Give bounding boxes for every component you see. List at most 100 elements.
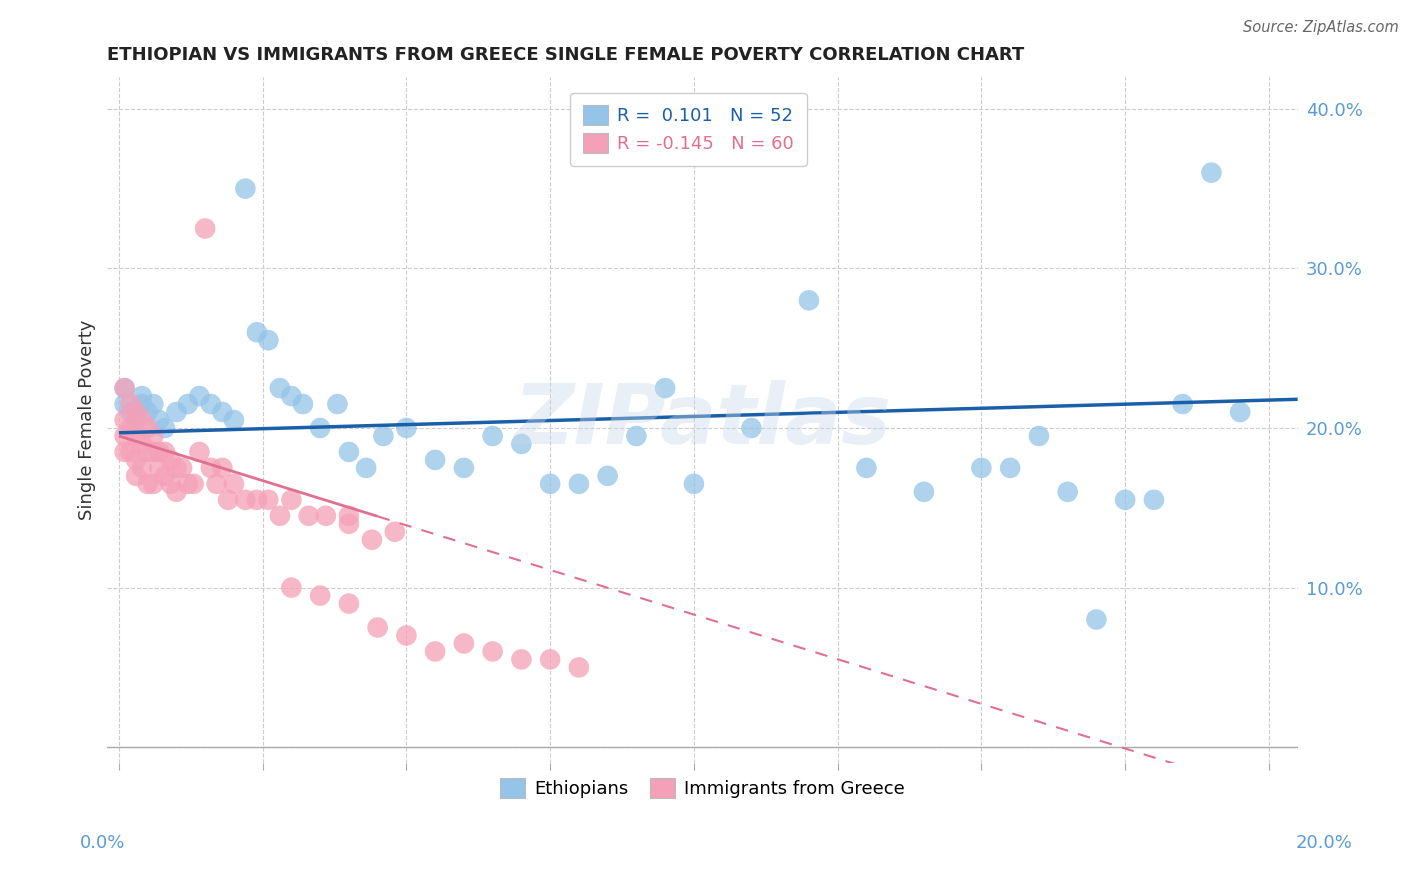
Point [1143,492,1166,507]
Point [222,413,245,427]
Point [568,660,591,674]
Point [912,484,935,499]
Point [269,381,291,395]
Point [153,445,176,459]
Point [136,405,159,419]
Point [114,397,136,411]
Point [280,581,302,595]
Point [142,397,165,411]
Point [337,445,360,459]
Point [538,476,561,491]
Point [337,516,360,531]
Point [970,461,993,475]
Point [596,468,619,483]
Point [337,508,360,523]
Point [136,476,159,491]
Point [120,397,142,411]
Point [148,461,170,475]
Point [120,421,142,435]
Point [217,492,239,507]
Point [1201,166,1223,180]
Point [855,461,877,475]
Point [205,476,228,491]
Point [142,476,165,491]
Point [453,636,475,650]
Point [373,429,395,443]
Point [257,492,280,507]
Point [280,492,302,507]
Point [165,461,187,475]
Point [423,644,446,658]
Point [125,405,148,419]
Point [246,325,269,339]
Point [222,476,245,491]
Point [1085,613,1108,627]
Point [626,429,648,443]
Point [114,429,136,443]
Point [235,181,257,195]
Point [654,381,676,395]
Point [114,445,136,459]
Point [177,397,200,411]
Point [367,620,389,634]
Point [246,492,269,507]
Point [188,445,211,459]
Point [269,508,291,523]
Point [510,437,533,451]
Point [395,628,418,642]
Point [200,397,222,411]
Point [120,445,142,459]
Point [125,453,148,467]
Point [797,293,820,308]
Point [291,397,314,411]
Point [153,421,176,435]
Point [114,413,136,427]
Point [1171,397,1194,411]
Point [326,397,349,411]
Point [131,397,153,411]
Point [309,421,332,435]
Point [131,413,153,427]
Point [200,461,222,475]
Point [481,644,503,658]
Point [165,405,187,419]
Point [188,389,211,403]
Text: 20.0%: 20.0% [1296,834,1353,852]
Point [211,405,233,419]
Point [131,389,153,403]
Point [1056,484,1078,499]
Point [159,476,181,491]
Point [1229,405,1251,419]
Point [114,381,136,395]
Point [1028,429,1050,443]
Point [298,508,321,523]
Point [153,468,176,483]
Point [142,445,165,459]
Point [538,652,561,666]
Point [315,508,337,523]
Point [125,468,148,483]
Point [453,461,475,475]
Point [568,476,591,491]
Legend: Ethiopians, Immigrants from Greece: Ethiopians, Immigrants from Greece [492,772,912,805]
Point [148,445,170,459]
Point [120,405,142,419]
Point [172,461,194,475]
Text: ZIPatlas: ZIPatlas [513,379,891,460]
Point [235,492,257,507]
Point [395,421,418,435]
Point [194,221,217,235]
Point [1114,492,1136,507]
Point [148,413,170,427]
Point [136,445,159,459]
Point [136,421,159,435]
Point [998,461,1021,475]
Text: ETHIOPIAN VS IMMIGRANTS FROM GREECE SINGLE FEMALE POVERTY CORRELATION CHART: ETHIOPIAN VS IMMIGRANTS FROM GREECE SING… [107,46,1025,64]
Point [183,476,205,491]
Text: 0.0%: 0.0% [80,834,125,852]
Point [337,597,360,611]
Point [131,437,153,451]
Point [125,413,148,427]
Point [423,453,446,467]
Point [309,589,332,603]
